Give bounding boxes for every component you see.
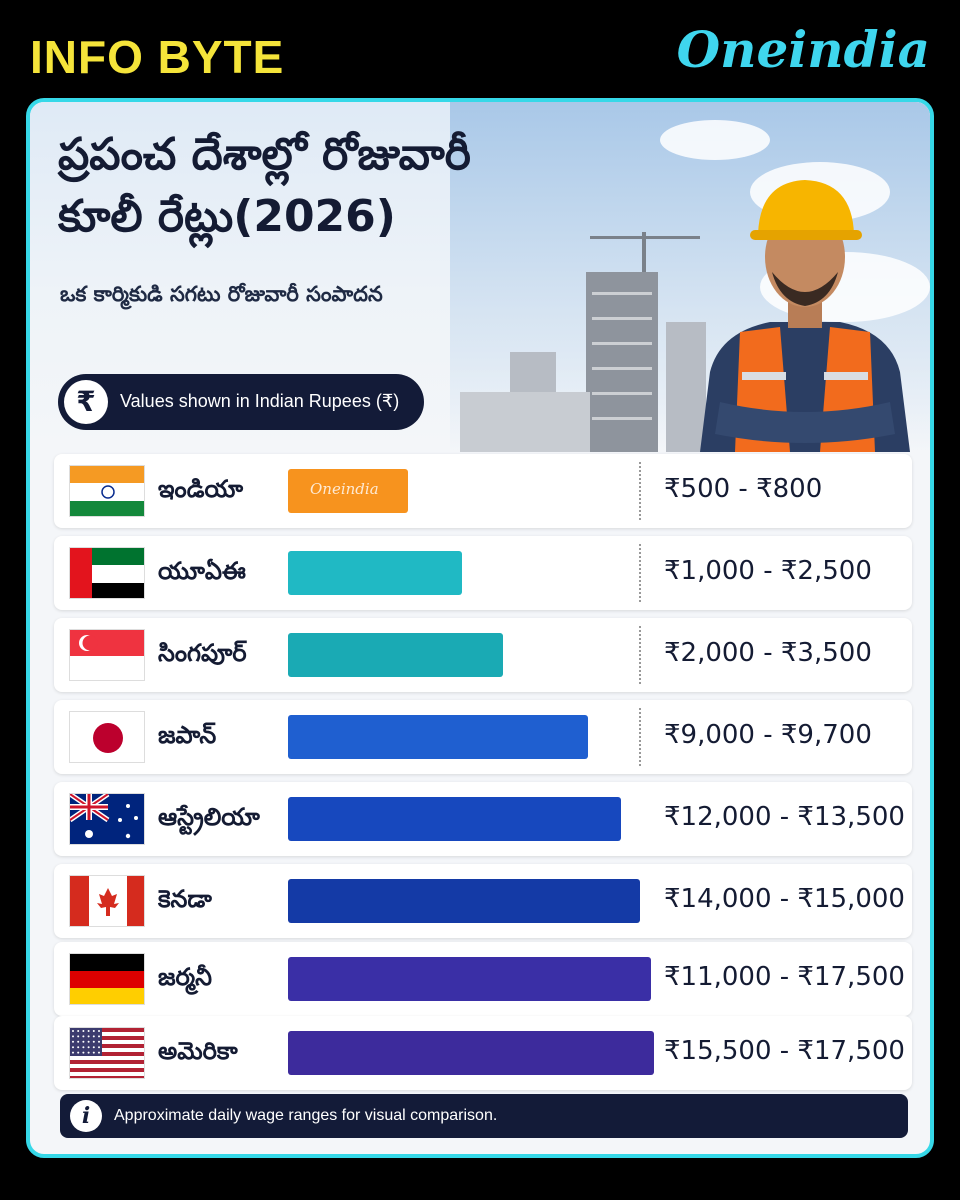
- country-label: ఆస్ట్రేలియా: [158, 803, 260, 831]
- chart-row: జపాన్ ₹9,000 - ₹9,700: [54, 700, 912, 774]
- country-label: ఇండియా: [158, 475, 244, 503]
- singapore-flag-icon: [69, 629, 145, 681]
- wage-bar: [288, 1031, 654, 1075]
- title-line-2: కూలీ రేట్లు(2026): [58, 191, 396, 242]
- chart-subtitle: ఒక కార్మికుడి సగటు రోజువారీ సంపాదన: [60, 282, 383, 306]
- crane-jib: [590, 236, 700, 239]
- wage-range-label: ₹1,000 - ₹2,500: [664, 556, 872, 586]
- building-shape: [460, 392, 590, 452]
- brand-logo: Oneindia: [676, 20, 930, 79]
- wage-bar: Oneindia: [288, 469, 408, 513]
- row-divider: [639, 462, 641, 520]
- chart-row: ఆస్ట్రేలియా ₹12,000 - ₹13,500: [54, 782, 912, 856]
- country-label: సింగపూర్: [158, 639, 247, 667]
- info-icon: i: [70, 1100, 102, 1132]
- hero-area: ప్రపంచ దేశాల్లో రోజువారీ కూలీ రేట్లు(202…: [30, 102, 930, 452]
- uae-flag-icon: [69, 547, 145, 599]
- wage-bar: [288, 957, 651, 1001]
- germany-flag-icon: [69, 953, 145, 1005]
- cloud-shape: [660, 120, 770, 160]
- india-flag-icon: [69, 465, 145, 517]
- chart-title: ప్రపంచ దేశాల్లో రోజువారీ కూలీ రేట్లు(202…: [58, 124, 678, 248]
- usa-flag-icon: [69, 1027, 145, 1079]
- wage-bar: [288, 797, 621, 841]
- wage-bar: [288, 879, 640, 923]
- info-byte-label: INFO BYTE: [30, 31, 285, 83]
- worker-illustration: [700, 180, 910, 452]
- country-label: కెనడా: [158, 885, 212, 913]
- wage-range-label: ₹9,000 - ₹9,700: [664, 720, 872, 750]
- row-divider: [639, 544, 641, 602]
- wage-range-label: ₹15,500 - ₹17,500: [664, 1036, 905, 1066]
- wage-bar: [288, 715, 588, 759]
- country-label: యూఏఈ: [158, 557, 246, 585]
- footer-note-text: Approximate daily wage ranges for visual…: [114, 1107, 498, 1124]
- wage-bar: [288, 633, 503, 677]
- chart-row: సింగపూర్ ₹2,000 - ₹3,500: [54, 618, 912, 692]
- wage-range-label: ₹500 - ₹800: [664, 474, 823, 504]
- wage-range-label: ₹12,000 - ₹13,500: [664, 802, 905, 832]
- chart-row: ఇండియా Oneindia ₹500 - ₹800: [54, 454, 912, 528]
- title-line-1: ప్రపంచ దేశాల్లో రోజువారీ: [58, 129, 471, 180]
- country-label: జర్మనీ: [158, 963, 212, 991]
- wage-range-label: ₹11,000 - ₹17,500: [664, 962, 905, 992]
- chart-row: జర్మనీ ₹11,000 - ₹17,500: [54, 942, 912, 1016]
- row-divider: [639, 708, 641, 766]
- currency-pill: ₹ Values shown in Indian Rupees (₹): [58, 374, 424, 430]
- rupee-icon: ₹: [64, 380, 108, 424]
- wage-bar: [288, 551, 462, 595]
- building-shape: [666, 322, 706, 452]
- row-divider: [639, 626, 641, 684]
- wage-range-label: ₹14,000 - ₹15,000: [664, 884, 905, 914]
- footer-note: i Approximate daily wage ranges for visu…: [60, 1094, 908, 1138]
- building-shape: [586, 272, 658, 452]
- chart-row: యూఏఈ ₹1,000 - ₹2,500: [54, 536, 912, 610]
- japan-flag-icon: [69, 711, 145, 763]
- currency-note: Values shown in Indian Rupees (₹): [120, 391, 400, 411]
- canada-flag-icon: [69, 875, 145, 927]
- top-bar: INFO BYTE Oneindia: [0, 0, 960, 100]
- chart-row: అమెరికా ₹15,500 - ₹17,500: [54, 1016, 912, 1090]
- infographic-card: ప్రపంచ దేశాల్లో రోజువారీ కూలీ రేట్లు(202…: [26, 98, 934, 1158]
- country-label: జపాన్: [158, 721, 217, 749]
- wage-range-label: ₹2,000 - ₹3,500: [664, 638, 872, 668]
- bar-watermark: Oneindia: [310, 480, 379, 498]
- country-label: అమెరికా: [158, 1037, 238, 1065]
- chart-row: కెనడా ₹14,000 - ₹15,000: [54, 864, 912, 938]
- australia-flag-icon: [69, 793, 145, 845]
